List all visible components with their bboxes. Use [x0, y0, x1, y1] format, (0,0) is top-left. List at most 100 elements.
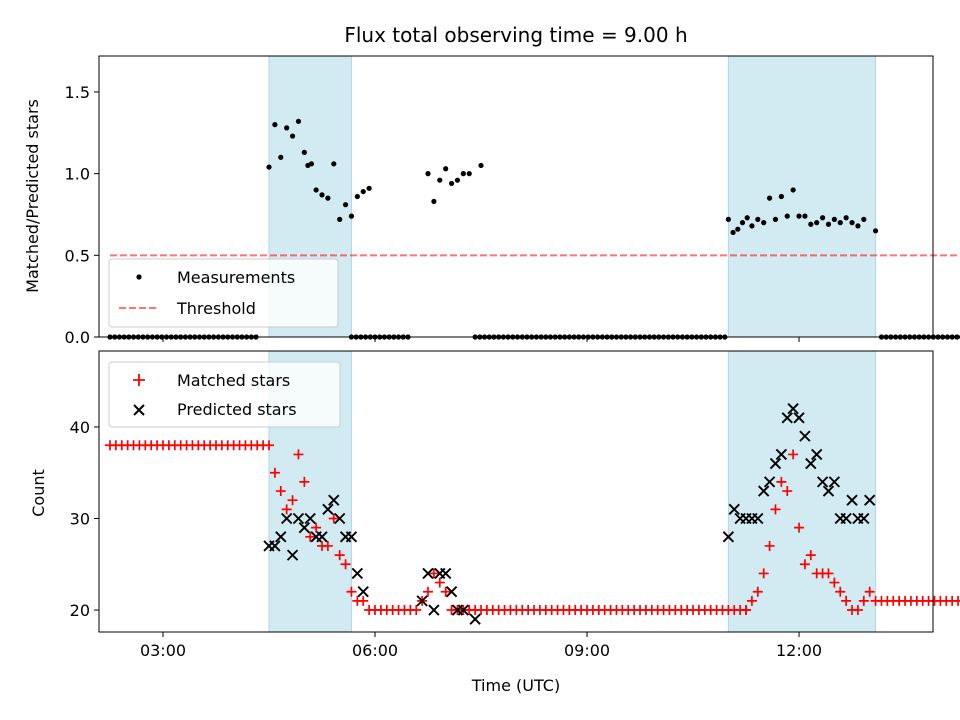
predicted-point: [822, 485, 835, 497]
predicted-point: [316, 531, 328, 543]
shaded-band: [727, 55, 877, 338]
measurement-point: [831, 216, 837, 222]
measurement-point: [437, 177, 443, 183]
matched-legend-label: Matched stars: [177, 371, 290, 390]
bottom-panel: 03:0006:0009:0012:0015:0018:0021:0000:00…: [29, 350, 960, 695]
predicted-point: [428, 604, 440, 616]
measurement-point: [289, 133, 296, 139]
measurement-point: [808, 221, 814, 227]
bottom-legend: Matched stars Predicted stars: [108, 361, 341, 428]
matched-point: [794, 522, 805, 533]
measurement-point: [849, 220, 855, 226]
predicted-point: [840, 512, 852, 525]
y-tick-label: 30: [70, 510, 90, 529]
measurement-point: [755, 216, 761, 222]
measurement-point: [360, 188, 366, 195]
predicted-point: [828, 476, 841, 488]
bottom-shaded-bands: [268, 350, 877, 633]
matched-point: [328, 513, 339, 524]
matched-point: [799, 559, 810, 570]
measurement-point: [425, 171, 431, 177]
predicted-point: [858, 512, 870, 525]
predicted-point: [445, 586, 458, 598]
matched-point: [864, 586, 875, 597]
matched-point: [852, 605, 863, 616]
measurement-point: [935, 334, 941, 340]
measurements-legend-marker: [136, 274, 142, 280]
matched-point: [311, 522, 322, 533]
top-axis-ticks: 0.0 0.5 1.0 1.5: [65, 83, 800, 347]
predicted-legend-label: Predicted stars: [177, 400, 297, 419]
measurement-point: [796, 213, 802, 219]
y-tick-label: 0.5: [65, 246, 90, 265]
matched-point: [275, 486, 286, 497]
measurement-point: [272, 122, 278, 128]
measurement-point: [295, 118, 302, 124]
measurement-point: [761, 220, 767, 226]
predicted-point: [793, 412, 805, 424]
matched-point: [346, 586, 357, 597]
measurement-point: [790, 187, 796, 193]
y-tick-label: 20: [70, 601, 90, 620]
threshold-legend-label: Threshold: [176, 299, 256, 318]
measurement-point: [872, 228, 879, 234]
measurement-point: [940, 334, 946, 340]
predicted-point: [322, 503, 334, 516]
measurement-point: [366, 185, 372, 191]
measurement-point: [730, 229, 736, 236]
matched-point: [322, 540, 333, 551]
matched-point: [305, 531, 316, 542]
matched-point: [281, 504, 292, 515]
measurement-point: [342, 202, 349, 208]
predicted-point: [275, 531, 287, 543]
predicted-point: [440, 567, 452, 580]
measurement-point: [837, 220, 843, 226]
matched-point: [835, 586, 846, 597]
measurement-point: [739, 220, 746, 226]
predicted-point: [799, 430, 811, 442]
predicted-point: [469, 613, 481, 625]
predicted-point: [811, 448, 823, 461]
predicted-point: [422, 567, 434, 580]
measurement-point: [861, 216, 867, 222]
predicted-point: [457, 604, 470, 616]
measurement-point: [337, 216, 343, 222]
chart-title: Flux total observing time = 9.00 h: [344, 23, 687, 47]
matched-point: [953, 595, 960, 606]
bottom-axes-frame: [98, 350, 934, 633]
measurement-point: [354, 193, 360, 200]
matched-point: [805, 550, 816, 561]
measurement-point: [466, 171, 472, 177]
predicted-point: [775, 448, 788, 461]
x-tick-label: 09:00: [564, 641, 610, 660]
bottom-axis-ticks: 03:0006:0009:0012:0015:0018:0021:0000:00…: [70, 418, 822, 660]
bottom-data-marks: [104, 402, 960, 625]
matched-point: [411, 605, 422, 616]
predicted-legend-marker: [133, 404, 145, 416]
top-y-axis-label: Matched/Predicted stars: [23, 99, 42, 293]
matched-point: [858, 595, 869, 606]
measurement-point: [478, 162, 484, 169]
predicted-point: [763, 476, 776, 488]
predicted-point: [328, 494, 340, 506]
matched-point: [293, 449, 304, 460]
predicted-point: [281, 512, 293, 525]
measurement-point: [802, 213, 808, 219]
measurement-point: [772, 216, 779, 222]
predicted-point: [846, 494, 858, 506]
measurement-point: [954, 334, 960, 340]
predicted-point: [781, 412, 793, 424]
predicted-point: [722, 531, 735, 543]
matched-point: [334, 550, 345, 561]
measurement-point: [460, 171, 466, 177]
matched-point: [269, 467, 280, 478]
measurement-point: [843, 215, 849, 221]
measurement-point: [735, 226, 741, 232]
x-tick-label: 06:00: [352, 641, 398, 660]
x-tick-label: 12:00: [776, 641, 822, 660]
predicted-point: [416, 595, 428, 607]
top-legend: Measurements Threshold: [108, 258, 339, 328]
matched-point: [340, 559, 351, 570]
measurement-point: [319, 192, 325, 198]
